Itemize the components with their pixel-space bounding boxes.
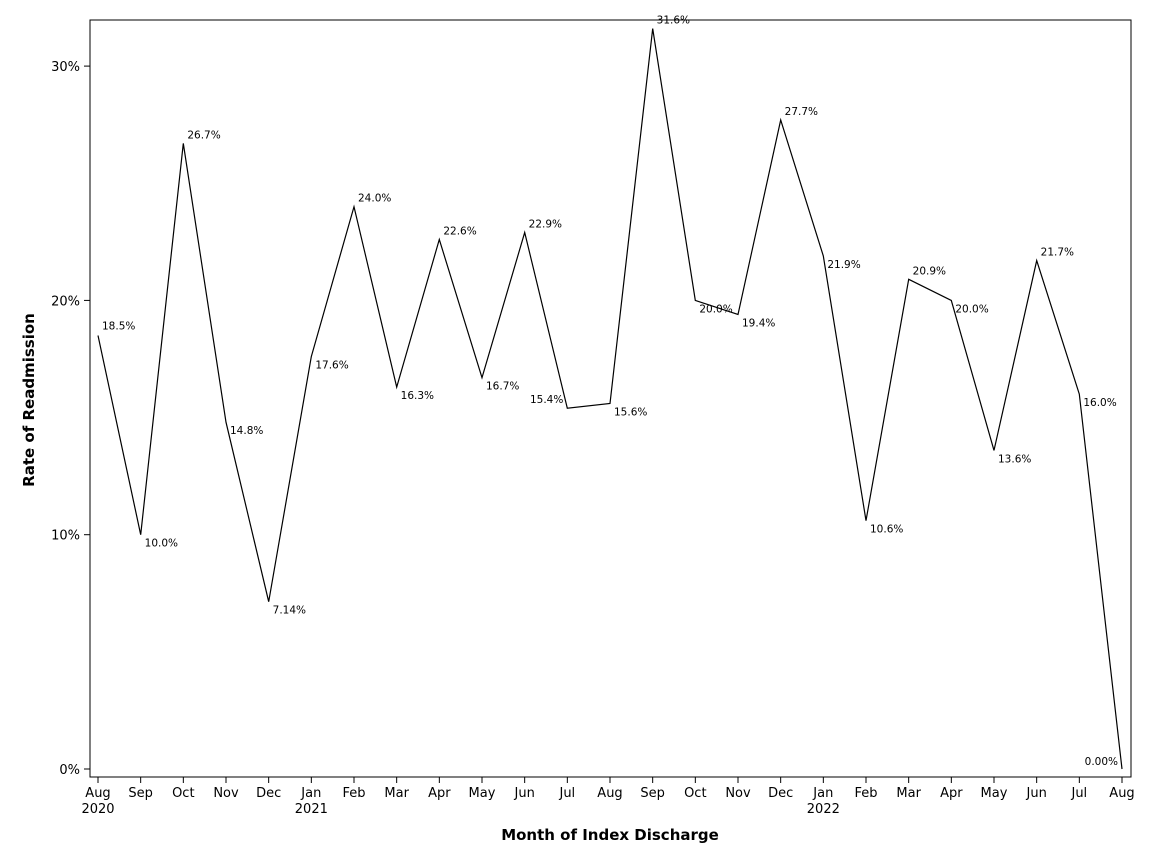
x-tick-label: Aug (1109, 786, 1134, 801)
data-label: 26.7% (187, 129, 220, 141)
data-label: 14.8% (230, 425, 263, 437)
data-label: 20.0% (699, 303, 732, 315)
x-tick-year-label: 2020 (81, 802, 114, 817)
data-label: 31.6% (657, 15, 690, 27)
y-axis: 0% 10% 20% 30% (51, 60, 90, 778)
data-label: 20.0% (955, 303, 988, 315)
data-label: 0.00% (1085, 756, 1118, 768)
x-tick-label: Mar (896, 786, 921, 801)
x-tick-label: Oct (684, 786, 706, 801)
data-labels: 18.5% 10.0% 26.7% 14.8% 7.14% 17.6% 24.0% 16.3%… (102, 15, 1118, 768)
data-label: 7.14% (273, 605, 306, 617)
x-axis-title: Month of Index Discharge (501, 826, 719, 844)
data-label: 22.6% (443, 225, 476, 237)
x-tick-label: Jul (558, 786, 575, 801)
data-label: 27.7% (785, 106, 818, 118)
x-tick-label: May (469, 786, 496, 801)
x-tick-label: Feb (854, 786, 877, 801)
x-tick-label: Aug (597, 786, 622, 801)
x-tick-label: Jun (514, 786, 535, 801)
y-tick-label: 10% (51, 529, 80, 544)
data-label: 20.9% (913, 265, 946, 277)
data-label: 15.4% (530, 394, 563, 406)
x-tick-label: Oct (172, 786, 194, 801)
x-tick-label: Jan (300, 786, 321, 801)
x-tick-label: Aug (85, 786, 110, 801)
x-tick-label: May (981, 786, 1008, 801)
x-tick-label: Jan (812, 786, 833, 801)
data-label: 21.9% (827, 259, 860, 271)
x-tick-label: Jun (1026, 786, 1047, 801)
data-label: 16.3% (401, 390, 434, 402)
y-tick-label: 30% (51, 60, 80, 75)
data-label: 21.7% (1041, 247, 1074, 259)
x-tick-label: Feb (342, 786, 365, 801)
x-tick-label: Nov (213, 786, 239, 801)
data-label: 15.6% (614, 406, 647, 418)
data-label: 16.7% (486, 381, 519, 393)
x-tick-label: Jul (1070, 786, 1087, 801)
x-tick-year-label: 2021 (295, 802, 328, 817)
x-tick-label: Dec (768, 786, 793, 801)
y-tick-label: 20% (51, 294, 80, 309)
data-label: 24.0% (358, 193, 391, 205)
x-tick-label: Apr (428, 786, 451, 801)
x-tick-label: Dec (256, 786, 281, 801)
data-label: 19.4% (742, 317, 775, 329)
data-label: 10.0% (145, 538, 178, 550)
data-label: 22.9% (529, 218, 562, 230)
x-tick-label: Nov (725, 786, 751, 801)
data-label: 10.6% (870, 524, 903, 536)
x-tick-label: Apr (940, 786, 963, 801)
x-tick-label: Sep (128, 786, 153, 801)
y-axis-title: Rate of Readmission (20, 313, 38, 487)
x-tick-year-label: 2022 (807, 802, 840, 817)
x-tick-label: Sep (640, 786, 665, 801)
x-tick-label: Mar (384, 786, 409, 801)
data-label: 16.0% (1083, 397, 1116, 409)
data-label: 18.5% (102, 321, 135, 333)
y-tick-label: 0% (59, 763, 80, 778)
data-label: 13.6% (998, 453, 1031, 465)
series-line-readmission-rate (97, 28, 1123, 770)
data-label: 17.6% (315, 360, 348, 372)
